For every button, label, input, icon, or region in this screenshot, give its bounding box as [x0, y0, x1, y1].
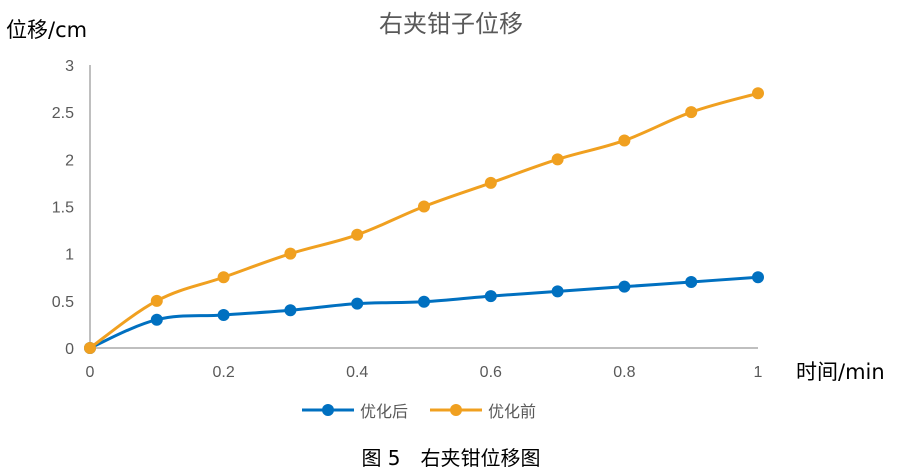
x-tick-label: 0.6 — [480, 364, 502, 381]
figure-caption: 图 5 右夹钳位移图 — [361, 446, 541, 470]
data-point — [217, 271, 230, 284]
data-point — [618, 134, 631, 147]
legend-marker-orange-icon — [430, 404, 483, 416]
data-point — [351, 297, 364, 310]
data-point — [484, 290, 497, 303]
x-tick-label: 0.4 — [346, 364, 368, 381]
x-tick-label: 1 — [754, 364, 763, 381]
data-point — [150, 294, 163, 307]
x-axis-label: 时间/min — [796, 360, 885, 384]
data-point — [685, 106, 698, 119]
x-tick-label: 0 — [86, 364, 95, 381]
data-point — [752, 271, 764, 284]
data-point — [418, 295, 430, 308]
data-point — [217, 308, 230, 321]
y-tick-label: 3 — [65, 58, 74, 75]
legend-item-before: 优化前 — [428, 398, 536, 422]
x-tick-label: 0.8 — [613, 364, 635, 381]
y-tick-label: 1.5 — [52, 200, 74, 217]
x-tick-label: 0.2 — [212, 364, 234, 381]
y-axis-label: 位移/cm — [6, 18, 88, 42]
legend-label: 优化后 — [360, 402, 409, 421]
chart-title: 右夹钳子位移 — [379, 10, 523, 38]
data-point — [752, 87, 764, 100]
data-point — [351, 228, 364, 241]
legend-item-after: 优化后 — [300, 398, 408, 422]
data-point — [84, 342, 96, 354]
data-point — [284, 304, 297, 317]
legend-label: 优化前 — [488, 402, 537, 421]
y-tick-label: 2.5 — [52, 105, 74, 122]
series-line-1 — [89, 91, 759, 350]
y-tick-label: 2 — [65, 152, 74, 169]
y-tick-label: 0 — [65, 341, 74, 358]
data-point — [551, 153, 564, 166]
y-tick-label: 1 — [65, 247, 74, 264]
data-point — [618, 280, 631, 293]
data-point — [484, 176, 497, 189]
data-point — [150, 313, 163, 326]
data-point — [551, 285, 564, 298]
data-point — [418, 200, 430, 213]
y-tick-label: 0.5 — [52, 294, 74, 311]
legend-marker-blue-icon — [302, 404, 354, 416]
data-point — [685, 275, 698, 288]
data-point — [284, 247, 297, 260]
legend: 优化后 优化前 — [300, 398, 536, 422]
